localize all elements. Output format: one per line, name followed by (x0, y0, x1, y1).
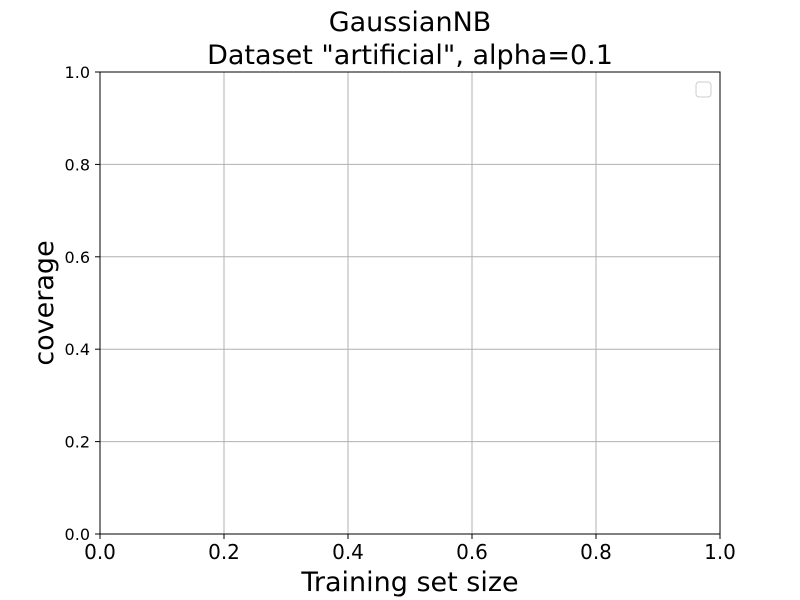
y-axis-label: coverage (29, 240, 60, 365)
x-tick-label: 0.4 (332, 540, 364, 564)
y-tick-label: 0.8 (65, 155, 90, 174)
x-axis-ticks: 0.0 0.2 0.4 0.6 0.8 1.0 (84, 534, 736, 564)
legend (695, 81, 712, 98)
x-tick-label: 1.0 (704, 540, 736, 564)
x-tick-label: 0.0 (84, 540, 116, 564)
y-tick-label: 0.4 (65, 340, 90, 359)
x-tick-label: 0.2 (208, 540, 240, 564)
x-tick-label: 0.6 (456, 540, 488, 564)
chart-title: GaussianNB Dataset "artificial", alpha=0… (207, 7, 613, 71)
y-tick-label: 0.6 (65, 248, 90, 267)
chart-title-line-1: GaussianNB (329, 7, 492, 38)
chart-title-line-2: Dataset "artificial", alpha=0.1 (207, 40, 613, 71)
y-tick-label: 0.0 (65, 525, 90, 544)
y-tick-label: 1.0 (65, 63, 90, 82)
x-tick-label: 0.8 (580, 540, 612, 564)
plot-area-frame (99, 71, 721, 535)
x-axis-label: Training set size (300, 567, 518, 598)
y-axis-ticks: 0.0 0.2 0.4 0.6 0.8 1.0 (65, 63, 100, 544)
grid (99, 71, 721, 535)
y-tick-label: 0.2 (65, 433, 90, 452)
